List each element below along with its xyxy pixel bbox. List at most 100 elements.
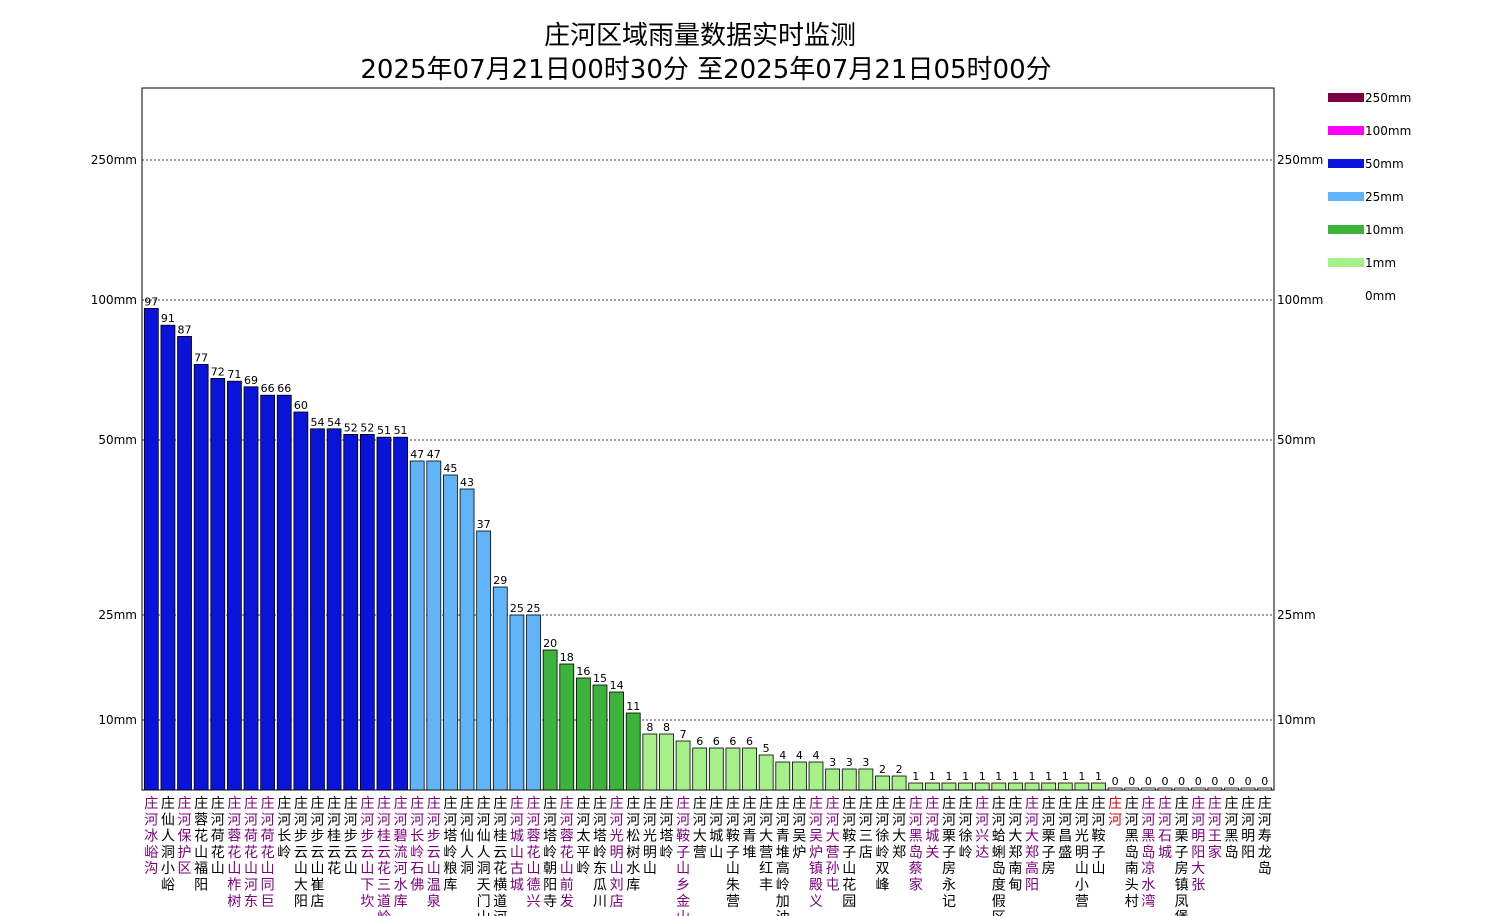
bar	[160, 324, 176, 791]
bar	[808, 761, 824, 791]
x-category-label: 庄河步云山	[344, 795, 358, 877]
x-category-label: 庄河蓉花山前发	[560, 795, 574, 910]
y-tick-label-right: 10mm	[1277, 713, 1316, 727]
bar-value-label: 54	[310, 416, 324, 429]
x-category-label: 庄河仙人洞天门山	[477, 795, 491, 916]
bar	[492, 586, 508, 791]
bar-value-label: 0	[1178, 775, 1185, 788]
bar	[1041, 782, 1057, 791]
bar-value-label: 6	[713, 735, 720, 748]
x-category-label: 庄河鞍子山乡金山	[676, 795, 690, 916]
bar	[1024, 782, 1040, 791]
bar	[1174, 787, 1189, 791]
bar	[1107, 787, 1123, 791]
bar	[592, 684, 608, 791]
bar-value-label: 47	[427, 448, 441, 461]
bar-value-label: 8	[646, 721, 653, 734]
bar-value-label: 47	[410, 448, 424, 461]
x-category-label: 庄河	[1108, 795, 1122, 828]
bar	[758, 754, 774, 791]
bar-value-label: 1	[995, 770, 1002, 783]
x-category-label: 庄河步云山温泉	[427, 795, 441, 910]
bar-value-label: 3	[829, 756, 836, 769]
x-category-label: 庄河鞍子山朱营	[726, 795, 740, 910]
bar	[343, 433, 359, 791]
x-category-label: 庄河青堆高岭加油	[776, 795, 790, 916]
bar-value-label: 0	[1211, 775, 1218, 788]
x-category-label: 庄河明阳	[1241, 795, 1255, 861]
bar	[891, 775, 907, 791]
x-category-label: 庄河大营孙屯	[826, 795, 840, 894]
bar	[924, 782, 940, 791]
bar-value-label: 60	[294, 399, 308, 412]
bar	[941, 782, 957, 791]
x-category-label: 庄河步云山崔店	[310, 795, 324, 910]
bar-value-label: 77	[194, 351, 208, 364]
bar-value-label: 2	[896, 763, 903, 776]
x-category-label: 庄河黑岛	[1224, 795, 1238, 861]
bar-value-label: 4	[813, 749, 820, 762]
x-category-label: 庄河长岭	[277, 795, 291, 861]
x-category-label: 庄河寿龙岛	[1258, 795, 1272, 877]
bar-value-label: 52	[344, 421, 358, 434]
bar-value-label: 2	[879, 763, 886, 776]
chart-title: 庄河区域雨量数据实时监测	[544, 21, 856, 51]
x-category-label: 庄河蛤蜊岛度假区	[992, 795, 1006, 916]
x-category-label: 庄河栗子房镇凤堡	[1175, 795, 1189, 916]
bars-layer: 97庄河冰峪沟91庄仙人洞小峪87庄河保护区77庄蓉花山福阳72庄河荷花山71庄…	[143, 295, 1273, 916]
bar-value-label: 0	[1261, 775, 1268, 788]
bar-value-label: 72	[211, 365, 225, 378]
legend-label: 1mm	[1365, 256, 1396, 270]
bar-value-label: 3	[846, 756, 853, 769]
bar	[575, 677, 591, 791]
bar	[177, 335, 192, 791]
x-category-label: 庄河青堆	[743, 795, 757, 861]
x-category-label: 庄河黑岛凉水湾	[1141, 795, 1155, 910]
x-category-label: 庄河明阳大张	[1191, 795, 1205, 894]
bar	[1140, 787, 1156, 791]
x-category-label: 庄河徐岭	[959, 795, 973, 861]
x-category-label: 庄河荷花山同巨	[261, 795, 275, 910]
bar-value-label: 0	[1145, 775, 1152, 788]
bar-value-label: 1	[962, 770, 969, 783]
bar	[243, 386, 259, 791]
x-category-label: 庄河鞍子山	[1092, 795, 1106, 877]
bar-value-label: 43	[460, 476, 474, 489]
y-tick-label-left: 10mm	[98, 713, 137, 727]
bar-value-label: 1	[945, 770, 952, 783]
bar	[858, 768, 874, 791]
legend-label: 10mm	[1365, 223, 1404, 237]
legend-label: 250mm	[1365, 91, 1411, 105]
x-category-label: 庄仙人洞小峪	[161, 795, 175, 894]
y-tick-label-left: 250mm	[91, 153, 137, 167]
x-category-label: 庄河冰峪沟	[144, 795, 158, 877]
x-category-label: 庄河塔岭东瓜川	[593, 795, 607, 910]
bar	[1157, 787, 1173, 791]
bar-value-label: 0	[1128, 775, 1135, 788]
bar-value-label: 11	[626, 700, 640, 713]
y-tick-label-left: 25mm	[98, 608, 137, 622]
bar-value-label: 1	[1045, 770, 1052, 783]
legend-label: 100mm	[1365, 124, 1411, 138]
bar	[1008, 782, 1023, 791]
bar-value-label: 18	[560, 651, 574, 664]
x-category-label: 庄河大营	[693, 795, 707, 861]
bar	[692, 747, 708, 791]
bar	[1257, 787, 1273, 791]
bar-value-label: 91	[161, 312, 175, 325]
bar	[326, 428, 342, 791]
y-tick-label-right: 100mm	[1277, 293, 1323, 307]
x-category-label: 庄河鞍子山花园	[842, 795, 856, 910]
x-category-label: 庄河黑岛南头村	[1125, 795, 1139, 910]
bar	[1207, 787, 1223, 791]
bar	[193, 363, 209, 791]
bar	[825, 768, 841, 791]
x-category-label: 庄河石城	[1158, 795, 1172, 861]
bar	[609, 691, 624, 791]
x-category-label: 庄河塔岭	[659, 795, 673, 861]
x-category-label: 庄河大郑	[892, 795, 906, 861]
bar	[642, 733, 658, 791]
x-category-label: 庄河仙人洞	[460, 795, 474, 877]
bar-value-label: 15	[593, 672, 607, 685]
bar-value-label: 6	[729, 735, 736, 748]
